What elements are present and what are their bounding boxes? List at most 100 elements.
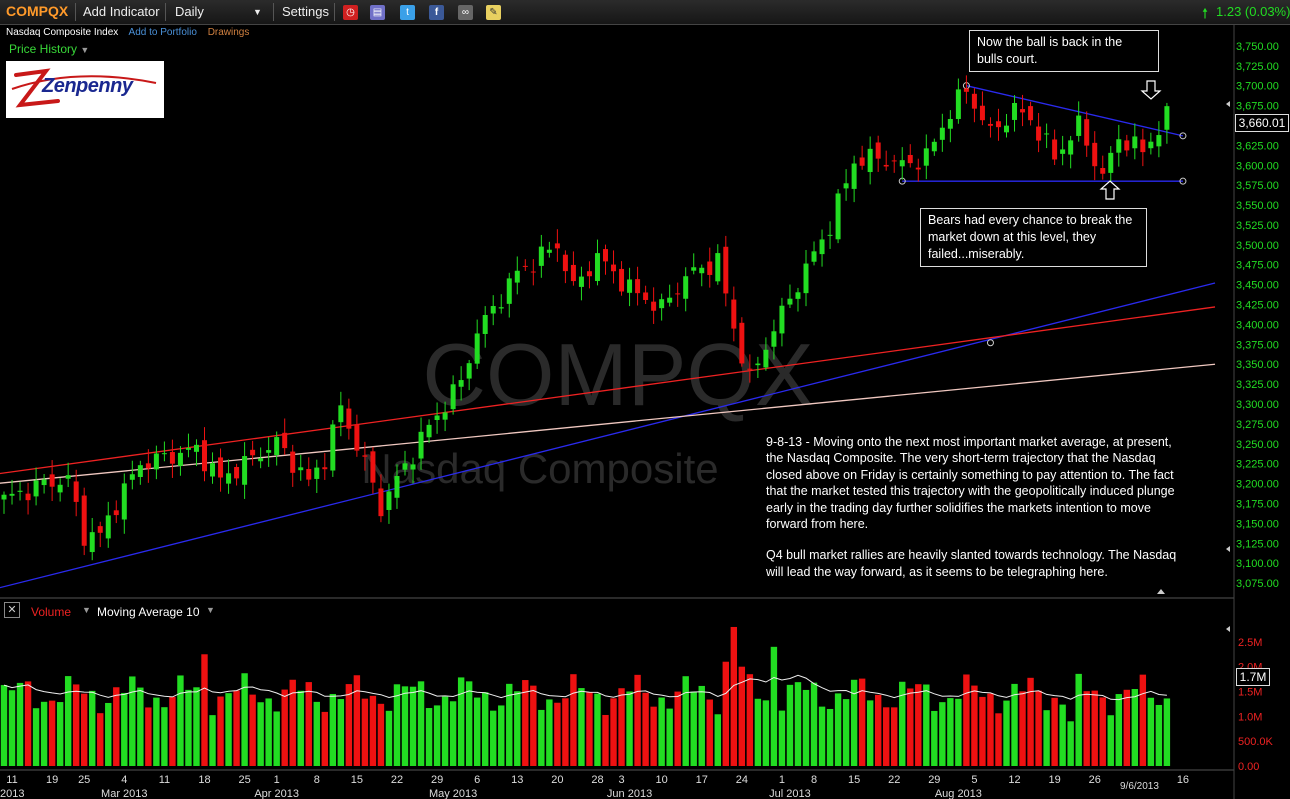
- volume-bar: [1019, 691, 1026, 766]
- commentary: 9-8-13 - Moving onto the next most impor…: [766, 434, 1184, 595]
- bulls-annotation: Now the ball is back in the bulls court.: [969, 30, 1159, 72]
- candle-body: [715, 253, 721, 282]
- candle-body: [731, 299, 737, 329]
- candle-body: [202, 440, 207, 472]
- volume-bar: [674, 691, 681, 766]
- candle-body: [603, 249, 608, 262]
- price-tick-label: 3,500.00: [1236, 240, 1279, 252]
- volume-bar: [570, 674, 577, 766]
- add-to-portfolio-link[interactable]: Add to Portfolio: [128, 27, 197, 38]
- candle-body: [250, 449, 256, 456]
- candle-body: [506, 278, 512, 304]
- candle-body: [153, 453, 159, 470]
- chevron-down-icon[interactable]: ▼: [253, 7, 262, 17]
- candle-body: [899, 160, 905, 167]
- chevron-down-icon[interactable]: ▼: [82, 605, 91, 615]
- volume-bar: [963, 674, 970, 766]
- x-day-tick-label: 8: [811, 774, 817, 786]
- price-tick-label: 3,750.00: [1236, 41, 1279, 53]
- candle-body: [883, 164, 889, 167]
- volume-bar: [915, 684, 922, 766]
- volume-bar: [506, 683, 513, 766]
- candle-body: [97, 526, 103, 533]
- alarm-clock-icon[interactable]: ◷: [343, 5, 358, 20]
- price-history-label[interactable]: Price History: [9, 42, 78, 56]
- volume-bar: [8, 690, 16, 766]
- zenpenny-logo: Zenpenny: [6, 61, 164, 118]
- volume-bar: [1131, 689, 1139, 766]
- volume-tick-label: 500.0K: [1238, 736, 1274, 748]
- volume-tick-label: 0.00: [1238, 761, 1259, 773]
- volume-bar: [72, 684, 80, 766]
- candle-body: [578, 276, 584, 287]
- volume-bar: [169, 696, 176, 766]
- volume-bar: [955, 698, 962, 766]
- price-panel-header[interactable]: Price History ▼: [9, 42, 89, 56]
- candle-body: [851, 163, 857, 189]
- volume-bar: [818, 706, 826, 766]
- last-price-label: 3,660.01: [1235, 114, 1289, 132]
- close-icon[interactable]: ✕: [4, 602, 20, 618]
- x-day-tick-label: 26: [1089, 774, 1101, 786]
- candle-body: [266, 450, 272, 453]
- volume-bar: [201, 654, 208, 766]
- add-indicator-button[interactable]: Add Indicator: [83, 4, 160, 19]
- price-tick-label: 3,550.00: [1236, 200, 1279, 212]
- layers-icon[interactable]: ▤: [370, 5, 385, 20]
- candle-body: [298, 467, 304, 471]
- volume-bar: [738, 666, 746, 766]
- volume-bar: [0, 685, 8, 766]
- volume-bar: [498, 705, 505, 766]
- volume-bar: [602, 714, 609, 766]
- twitter-icon[interactable]: t: [400, 5, 415, 20]
- volume-bar: [129, 676, 136, 766]
- x-day-tick-label: 8: [314, 774, 320, 786]
- candle-body: [1012, 103, 1018, 120]
- candle-body: [442, 412, 448, 420]
- binoculars-icon[interactable]: ∞: [458, 5, 473, 20]
- volume-bar: [730, 626, 738, 766]
- candle-body: [258, 458, 264, 462]
- chevron-down-icon[interactable]: ▼: [80, 45, 90, 55]
- drawings-link[interactable]: Drawings: [207, 27, 250, 38]
- candle-body: [819, 239, 825, 255]
- volume-bar: [562, 698, 569, 766]
- settings-button[interactable]: Settings: [282, 4, 329, 19]
- volume-bar: [786, 684, 794, 766]
- interval-select[interactable]: Daily: [175, 4, 204, 19]
- volume-bar: [810, 682, 818, 766]
- candle-body: [426, 424, 432, 438]
- arrow-down-icon: [1140, 80, 1162, 100]
- volume-bar: [666, 708, 673, 766]
- candle-body: [939, 127, 945, 140]
- volume-bar: [762, 700, 770, 766]
- candle-body: [1164, 106, 1170, 130]
- volume-label[interactable]: Volume: [31, 605, 72, 619]
- candle-body: [1092, 142, 1098, 167]
- volume-bar: [842, 699, 850, 766]
- sticky-note-icon[interactable]: ✎: [486, 5, 501, 20]
- price-tick-label: 3,300.00: [1236, 399, 1279, 411]
- candle-body: [859, 157, 865, 166]
- candle-body: [234, 466, 240, 479]
- volume-bar: [265, 698, 272, 766]
- volume-bar: [1003, 700, 1010, 766]
- symbol-label[interactable]: COMPQX: [6, 3, 69, 19]
- volume-ma-line: [3, 674, 1167, 701]
- candle-body: [1116, 139, 1122, 153]
- volume-bar: [153, 697, 160, 766]
- moving-average-label[interactable]: Moving Average 10: [97, 605, 200, 619]
- candle-body: [73, 481, 79, 502]
- volume-bar: [361, 698, 369, 766]
- volume-bar: [137, 687, 144, 766]
- price-tick-label: 3,600.00: [1236, 160, 1279, 172]
- volume-bar: [48, 700, 56, 766]
- candle-body: [338, 405, 344, 423]
- chevron-down-icon[interactable]: ▼: [206, 605, 215, 615]
- facebook-icon[interactable]: f: [429, 5, 444, 20]
- toolbar-separator: [334, 3, 335, 21]
- x-month-tick-label: Mar 2013: [101, 788, 147, 799]
- x-day-tick-label: 24: [736, 774, 748, 786]
- toolbar-separator: [165, 3, 166, 21]
